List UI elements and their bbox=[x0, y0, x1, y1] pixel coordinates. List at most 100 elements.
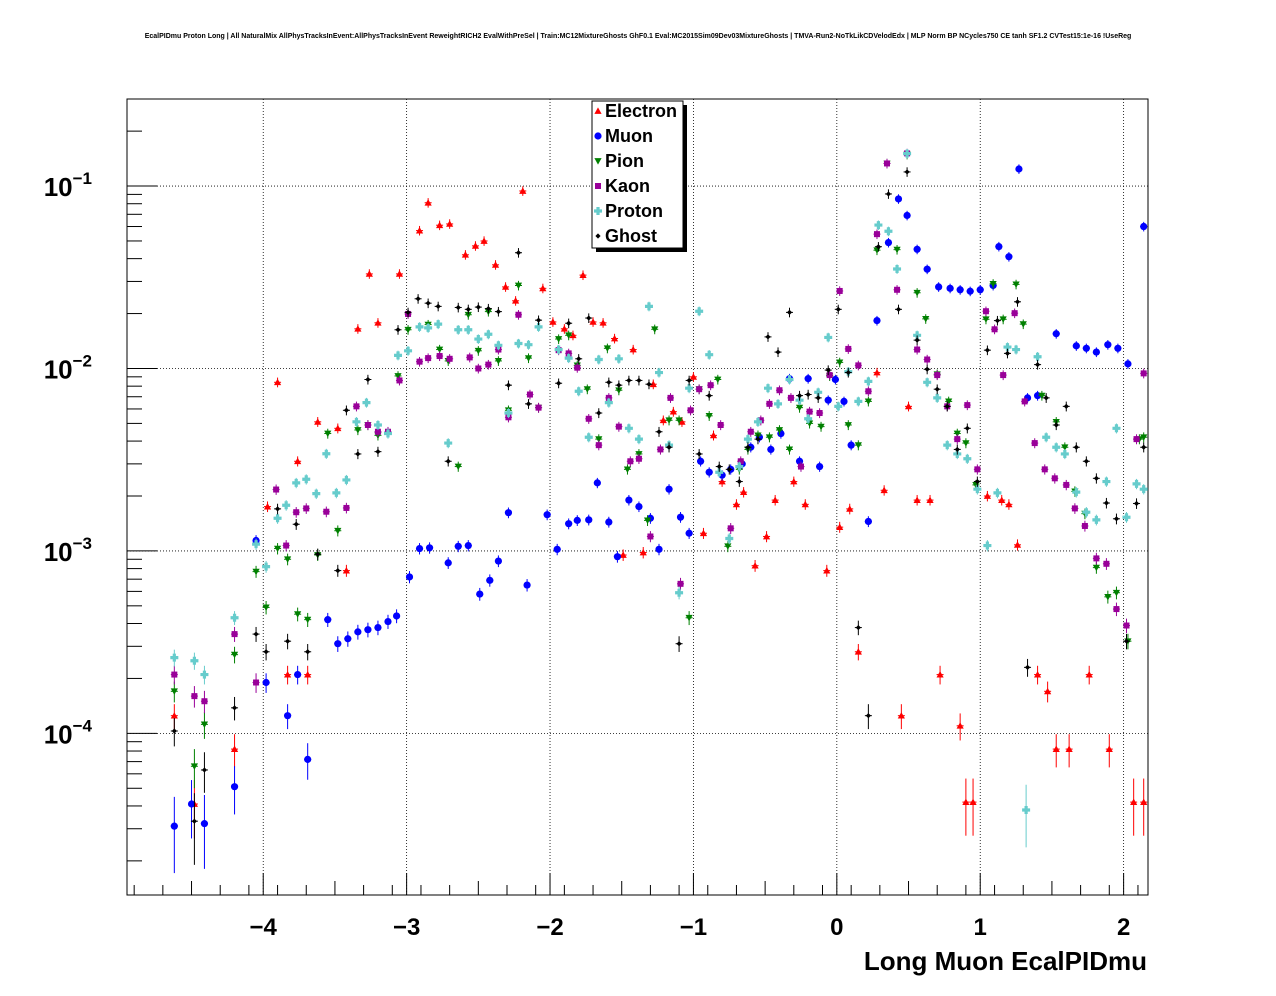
data-point bbox=[603, 345, 611, 352]
data-point bbox=[717, 421, 724, 428]
series-ghost bbox=[170, 167, 1148, 865]
data-point bbox=[675, 588, 684, 597]
data-point bbox=[595, 436, 603, 443]
data-point bbox=[795, 404, 804, 412]
data-point bbox=[383, 429, 392, 438]
data-point bbox=[1093, 475, 1099, 481]
data-point bbox=[362, 398, 371, 407]
data-point bbox=[689, 373, 698, 380]
data-point bbox=[926, 496, 934, 503]
data-point bbox=[776, 387, 783, 394]
data-point bbox=[665, 417, 673, 424]
data-point bbox=[476, 590, 484, 598]
data-point bbox=[767, 445, 775, 454]
data-point bbox=[394, 373, 402, 380]
data-point bbox=[1061, 444, 1069, 451]
data-point bbox=[262, 678, 270, 687]
data-point bbox=[762, 532, 771, 540]
data-point bbox=[865, 713, 871, 719]
y-tick-label: 10−1 bbox=[44, 169, 92, 202]
data-point bbox=[524, 355, 533, 362]
data-point bbox=[893, 264, 902, 273]
data-point bbox=[201, 698, 208, 705]
data-point bbox=[815, 395, 821, 401]
data-point bbox=[555, 336, 563, 343]
data-point bbox=[454, 463, 462, 471]
data-point bbox=[727, 525, 734, 532]
data-point bbox=[624, 424, 633, 433]
legend-entry: Pion bbox=[605, 151, 644, 171]
data-point bbox=[914, 337, 920, 343]
data-point bbox=[1004, 350, 1011, 356]
data-point bbox=[765, 434, 774, 441]
data-point bbox=[556, 380, 562, 386]
data-point bbox=[725, 534, 734, 543]
data-point bbox=[554, 345, 563, 354]
data-point bbox=[1063, 481, 1070, 488]
data-point bbox=[696, 457, 705, 465]
data-point bbox=[904, 169, 910, 175]
data-point bbox=[998, 496, 1006, 503]
data-point bbox=[444, 439, 453, 448]
data-point bbox=[696, 451, 702, 457]
data-point bbox=[404, 326, 412, 334]
data-point bbox=[471, 242, 480, 249]
data-point bbox=[825, 367, 831, 373]
data-point bbox=[1043, 395, 1049, 401]
y-tick-label: 10−3 bbox=[44, 534, 92, 567]
data-point bbox=[625, 496, 633, 504]
data-point bbox=[1071, 505, 1078, 512]
data-point bbox=[312, 489, 321, 498]
data-point bbox=[445, 458, 451, 464]
data-point bbox=[740, 488, 748, 496]
data-point bbox=[324, 616, 332, 624]
data-point bbox=[1060, 449, 1069, 458]
data-point bbox=[785, 375, 794, 384]
data-point bbox=[709, 431, 718, 439]
data-point bbox=[1105, 745, 1113, 752]
data-point bbox=[324, 430, 332, 438]
data-point bbox=[504, 509, 513, 517]
data-point bbox=[273, 545, 282, 553]
data-point bbox=[464, 311, 472, 319]
legend: Electron Muon Pion Kaon Proton Ghost bbox=[591, 100, 687, 252]
data-point bbox=[415, 544, 424, 553]
data-point bbox=[314, 418, 322, 425]
data-point bbox=[1052, 330, 1060, 338]
data-point bbox=[1042, 433, 1051, 442]
data-point bbox=[416, 358, 423, 365]
data-point bbox=[354, 628, 362, 636]
x-tick-label: −3 bbox=[393, 914, 420, 941]
data-point bbox=[705, 350, 714, 359]
data-point bbox=[230, 613, 239, 622]
data-point bbox=[619, 551, 627, 558]
data-point bbox=[262, 604, 270, 612]
data-point bbox=[425, 355, 432, 362]
data-point bbox=[549, 318, 557, 325]
data-point bbox=[475, 365, 482, 372]
data-point bbox=[395, 270, 404, 277]
data-point bbox=[512, 297, 520, 304]
data-point bbox=[354, 427, 362, 434]
data-point bbox=[874, 221, 883, 230]
data-point bbox=[1104, 341, 1112, 349]
data-point bbox=[924, 356, 931, 363]
data-point bbox=[864, 517, 872, 526]
data-point bbox=[804, 414, 813, 423]
data-point bbox=[732, 500, 741, 508]
data-point bbox=[1122, 513, 1131, 522]
data-point bbox=[797, 463, 804, 470]
x-tick-label: 0 bbox=[830, 914, 843, 941]
data-point bbox=[599, 319, 607, 326]
data-point bbox=[873, 368, 881, 376]
data-point bbox=[1085, 670, 1093, 678]
data-point bbox=[293, 509, 300, 516]
data-point bbox=[747, 428, 754, 435]
data-point bbox=[384, 617, 392, 626]
data-point bbox=[1133, 436, 1140, 443]
data-point bbox=[404, 346, 413, 355]
data-point bbox=[836, 287, 843, 294]
data-point bbox=[973, 485, 982, 494]
data-point bbox=[373, 420, 382, 429]
data-point bbox=[415, 226, 424, 234]
